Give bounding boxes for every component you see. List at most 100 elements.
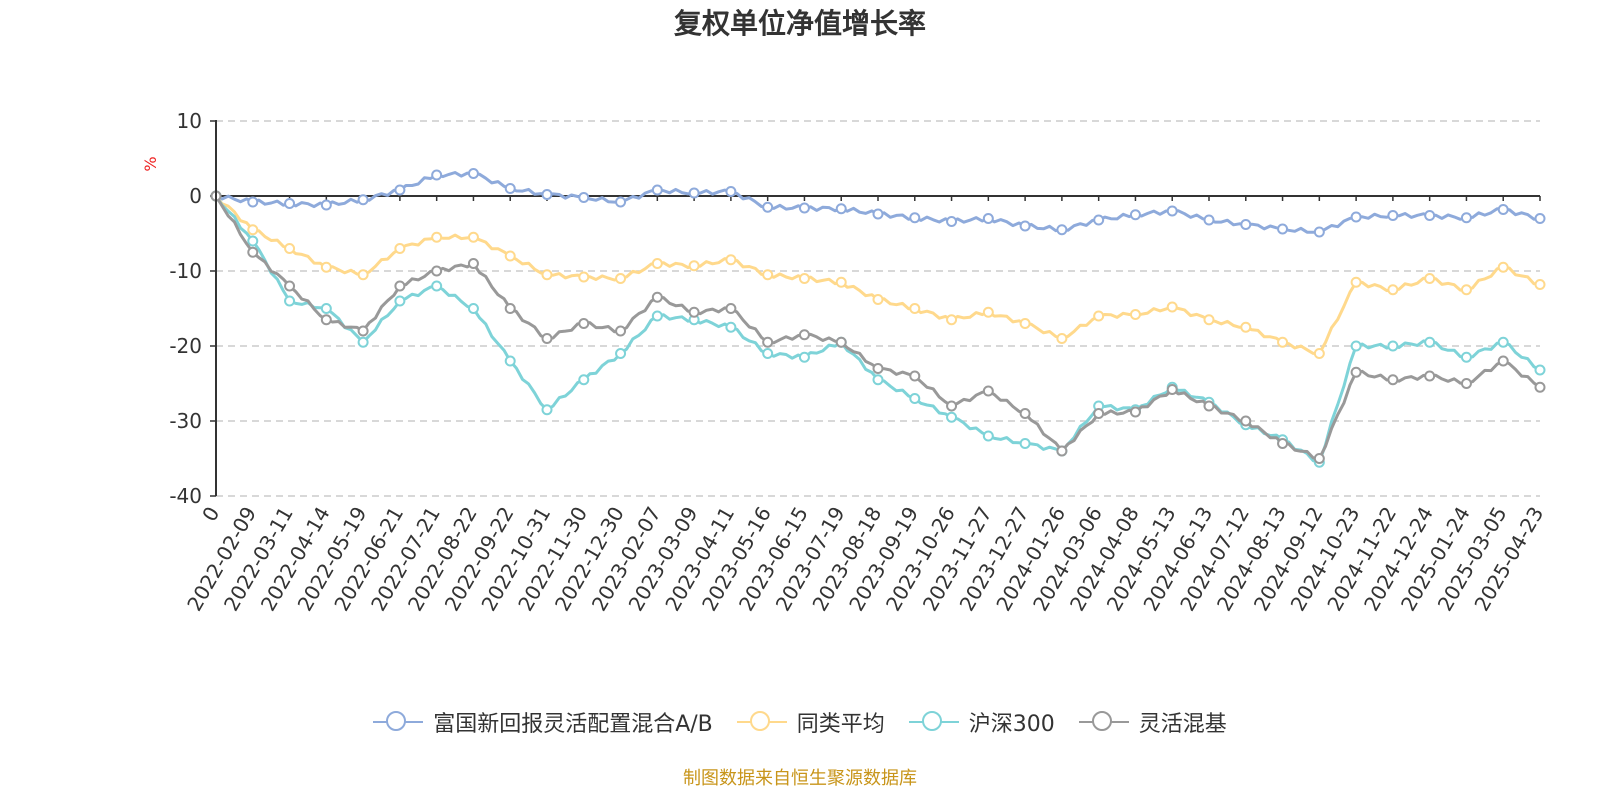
data-point — [357, 336, 369, 348]
data-point — [872, 208, 884, 220]
data-point — [1056, 445, 1068, 457]
data-point — [615, 273, 627, 284]
data-point — [909, 370, 921, 382]
data-point — [1313, 348, 1325, 359]
data-point — [1129, 406, 1141, 418]
legend-marker-icon — [1078, 711, 1129, 733]
data-point — [578, 318, 590, 329]
data-point — [798, 329, 810, 341]
data-point — [247, 235, 259, 247]
data-point — [1166, 205, 1178, 217]
data-point — [320, 303, 332, 314]
data-point — [982, 385, 994, 397]
chart-title: 复权单位净值增长率 — [673, 7, 926, 40]
data-point — [357, 269, 369, 281]
data-point — [909, 212, 921, 224]
data-point — [1387, 374, 1399, 386]
data-point — [357, 325, 369, 337]
data-point — [688, 260, 700, 272]
legend-label: 沪深300 — [968, 712, 1055, 737]
legend-item[interactable]: 灵活混基 — [1078, 706, 1227, 738]
data-point — [247, 224, 259, 236]
data-point — [946, 400, 958, 412]
data-point — [1424, 210, 1436, 221]
data-point — [357, 194, 369, 206]
data-point — [1387, 210, 1399, 221]
data-point — [725, 321, 737, 333]
data-point — [431, 265, 443, 277]
data-point — [1313, 226, 1325, 238]
data-point — [1387, 340, 1399, 352]
series-group — [210, 190, 1546, 464]
data-point — [1424, 370, 1436, 382]
data-point — [1093, 214, 1105, 226]
legend-item[interactable]: 沪深300 — [908, 706, 1055, 738]
y-axis-ticks: 10 0 -10 -20 -30 -40 — [169, 109, 216, 508]
data-point — [1240, 219, 1252, 230]
data-point — [909, 303, 921, 314]
data-point — [1534, 381, 1546, 393]
data-point — [872, 363, 884, 374]
data-point — [1350, 366, 1362, 378]
data-point — [467, 258, 479, 269]
data-point — [946, 314, 958, 326]
data-point — [1129, 209, 1141, 221]
data-point — [982, 306, 994, 318]
data-point — [946, 411, 958, 423]
data-point — [762, 348, 774, 359]
data-point — [1313, 453, 1325, 464]
data-point — [504, 355, 516, 367]
series-group — [210, 190, 1546, 468]
data-point — [1093, 310, 1105, 322]
data-point — [872, 294, 884, 305]
data-point — [467, 303, 479, 314]
data-point — [504, 303, 516, 314]
data-point — [1056, 333, 1068, 344]
data-point — [504, 183, 516, 194]
y-tick-label: -10 — [169, 259, 202, 283]
data-point — [1277, 336, 1289, 348]
data-point — [320, 199, 332, 211]
data-point — [1240, 415, 1252, 427]
data-point — [982, 430, 994, 442]
data-point — [615, 196, 627, 208]
data-point — [615, 348, 627, 359]
data-point — [725, 186, 737, 197]
data-point — [1240, 321, 1252, 333]
series-line — [214, 195, 1541, 460]
series-lines — [210, 168, 1546, 468]
data-point — [798, 202, 810, 214]
data-point — [1497, 336, 1509, 348]
data-point — [247, 246, 259, 258]
legend-item[interactable]: 富国新回报灵活配置混合A/B — [373, 706, 713, 738]
data-point — [1203, 214, 1215, 226]
data-point — [578, 192, 590, 203]
data-point — [394, 184, 406, 196]
data-point — [982, 213, 994, 224]
data-point — [467, 231, 479, 243]
legend-item[interactable]: 同类平均 — [736, 706, 885, 738]
data-point — [1093, 408, 1105, 419]
data-point — [431, 169, 443, 181]
data-point — [284, 280, 296, 292]
data-point — [1277, 223, 1289, 235]
data-point — [872, 374, 884, 386]
data-point — [762, 201, 774, 213]
y-tick-label: 10 — [177, 109, 202, 133]
y-tick-label: 0 — [189, 184, 202, 208]
series-line — [215, 171, 1541, 234]
data-point — [1387, 284, 1399, 296]
data-point — [1460, 284, 1472, 296]
data-point — [1019, 220, 1031, 232]
data-point — [1497, 204, 1509, 215]
series-line — [214, 195, 1541, 464]
data-point — [541, 333, 553, 344]
series-line — [214, 195, 1541, 355]
data-point — [504, 250, 516, 262]
data-point — [1534, 213, 1546, 224]
data-point — [651, 258, 663, 269]
data-point — [431, 280, 443, 292]
data-point — [1497, 355, 1509, 367]
data-point — [1534, 279, 1546, 290]
data-point — [578, 374, 590, 386]
